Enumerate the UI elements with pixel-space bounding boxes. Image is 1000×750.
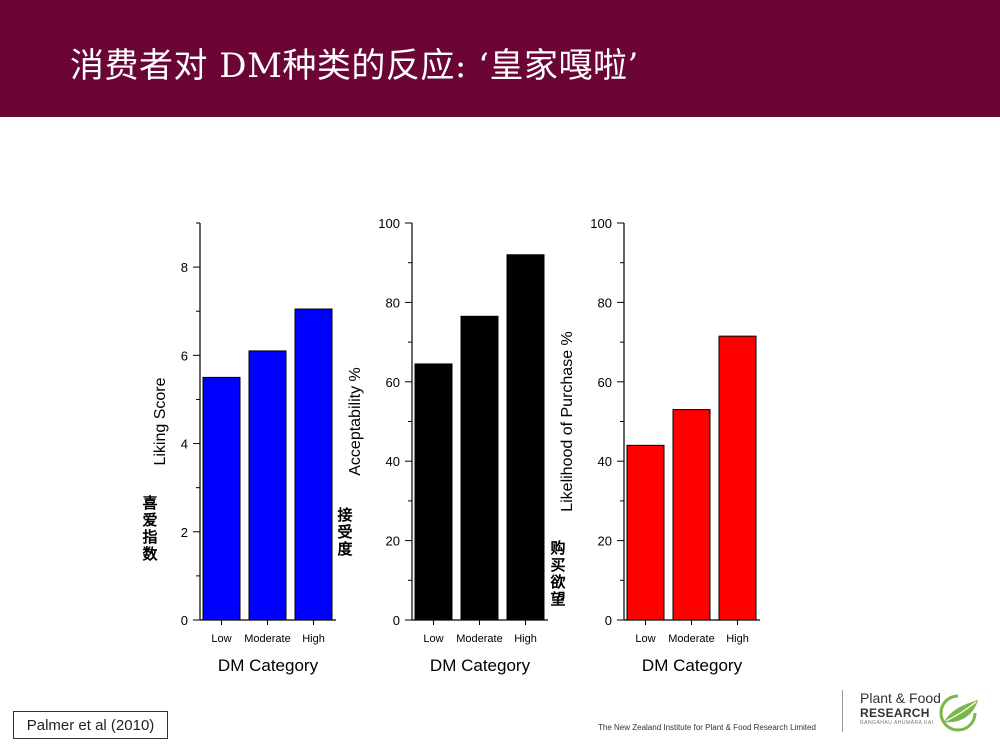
x-tick-label: Low (211, 633, 231, 645)
x-tick-label: Low (423, 633, 443, 645)
bar-high (718, 335, 757, 621)
y-tick-label: 0 (605, 613, 612, 628)
x-axis-label: DM Category (218, 656, 319, 675)
x-tick-label: Moderate (668, 633, 714, 645)
x-tick-label: Moderate (456, 633, 502, 645)
bar-moderate (460, 315, 499, 621)
x-tick-label: High (514, 633, 537, 645)
y-axis-label-cn: 喜爱指数 (142, 494, 158, 563)
y-axis-label: Liking Score (152, 377, 169, 465)
title-banner: 消费者对 DM种类的反应: ‘皇家嘎啦’ (0, 0, 1000, 117)
bar-low (202, 376, 241, 621)
logo: Plant & Food RESEARCH RANGAHAU AHUMĀRA K… (860, 690, 941, 726)
x-tick-label: Moderate (244, 633, 290, 645)
bar-moderate (672, 409, 711, 621)
y-tick-label: 60 (598, 375, 612, 390)
y-tick-label: 0 (393, 613, 400, 628)
citation-box: Palmer et al (2010) (13, 711, 168, 739)
bar-low (414, 363, 453, 621)
x-axis-label: DM Category (430, 656, 531, 675)
y-tick-label: 100 (378, 216, 400, 231)
logo-divider (842, 690, 843, 732)
y-tick-label: 4 (181, 437, 188, 452)
bar-high (506, 254, 545, 621)
y-tick-label: 0 (181, 613, 188, 628)
x-tick-label: High (302, 633, 325, 645)
y-tick-label: 8 (181, 260, 188, 275)
y-tick-label: 80 (386, 295, 400, 310)
slide-title: 消费者对 DM种类的反应: ‘皇家嘎啦’ (70, 46, 639, 86)
x-axis-label: DM Category (642, 656, 743, 675)
y-tick-label: 40 (386, 454, 400, 469)
x-tick-label: Low (635, 633, 655, 645)
y-axis-label-cn: 接受度 (337, 506, 353, 558)
y-axis-label: Likelihood of Purchase % (559, 331, 576, 512)
leaf-logo-icon (939, 694, 978, 732)
logo-line3: RANGAHAU AHUMĀRA KAI (860, 720, 934, 726)
y-tick-label: 80 (598, 295, 612, 310)
bar-high (294, 308, 333, 621)
y-tick-label: 6 (181, 348, 188, 363)
organization-footer: The New Zealand Institute for Plant & Fo… (598, 723, 816, 732)
bar-low (626, 444, 665, 621)
y-tick-label: 20 (598, 534, 612, 549)
x-tick-label: High (726, 633, 749, 645)
bar-moderate (248, 350, 287, 621)
logo-line1: Plant & Food (860, 690, 941, 706)
y-tick-label: 20 (386, 534, 400, 549)
y-axis-label-cn: 购买欲望 (549, 539, 565, 608)
y-tick-label: 100 (590, 216, 612, 231)
y-axis-label: Acceptability % (347, 367, 364, 476)
y-tick-label: 2 (181, 525, 188, 540)
y-tick-label: 60 (386, 375, 400, 390)
y-tick-label: 40 (598, 454, 612, 469)
logo-line2: RESEARCH (860, 706, 930, 720)
